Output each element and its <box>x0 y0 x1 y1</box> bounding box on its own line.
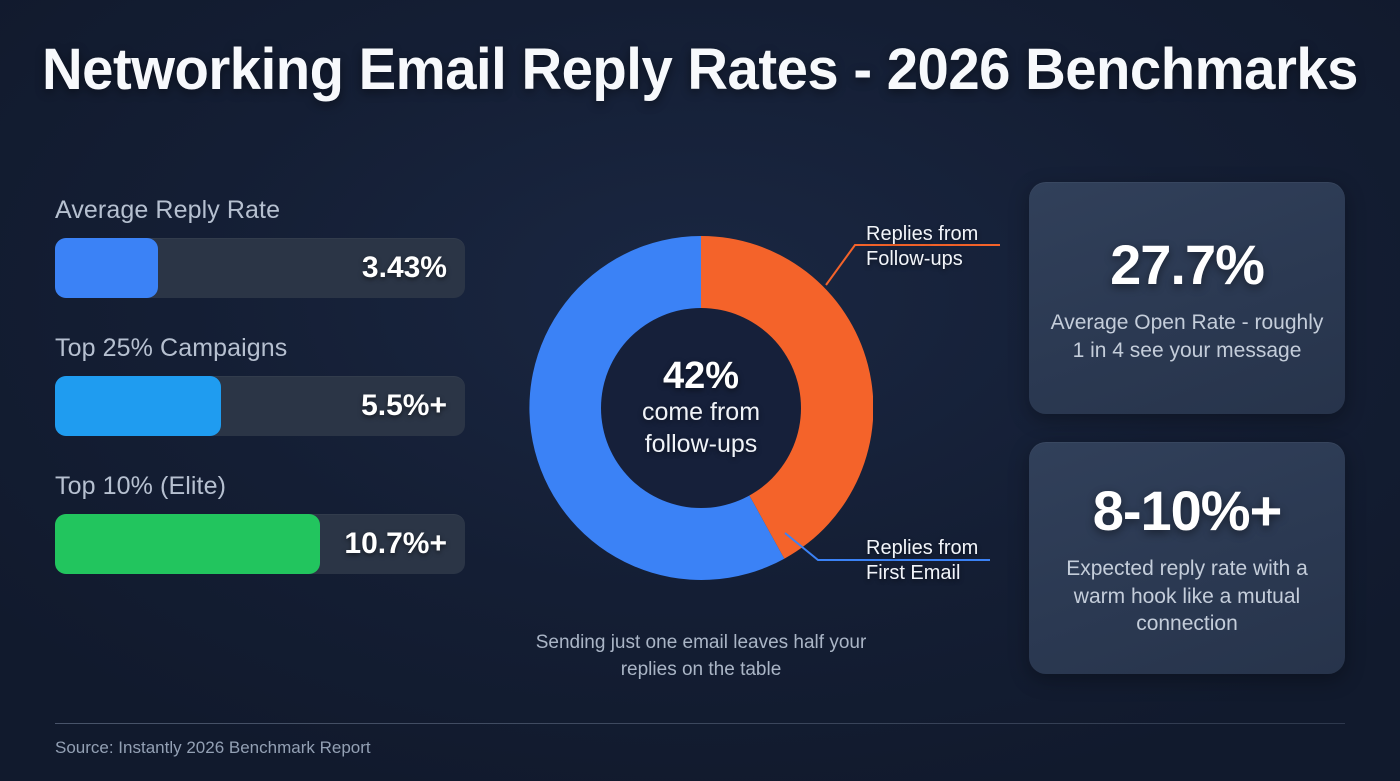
bar-label: Average Reply Rate <box>55 196 281 224</box>
stat-card-description: Average Open Rate - roughly 1 in 4 see y… <box>1050 310 1324 362</box>
donut-callout-first-email: Replies from First Email <box>866 537 979 585</box>
bar-fill <box>55 514 320 574</box>
follow-up-donut-chart: 42% come from follow-ups <box>529 235 874 580</box>
reply-rate-bar-chart: Average Reply Rate 3.43% Top 25% Campaig… <box>55 196 465 610</box>
stat-card-open-rate: 27.7% Average Open Rate - roughly 1 in 4… <box>1029 182 1345 414</box>
stat-card-warm-hook-reply-rate: 8-10%+ Expected reply rate with a warm h… <box>1029 442 1345 674</box>
bar-value: 10.7%+ <box>344 527 447 560</box>
bar-row-top-10-elite: Top 10% (Elite) 10.7%+ <box>55 472 465 574</box>
stat-card-value: 8-10%+ <box>1092 478 1283 542</box>
bar-fill <box>55 238 158 298</box>
page-title: Networking Email Reply Rates - 2026 Benc… <box>42 37 1358 102</box>
bar-label: Top 10% (Elite) <box>55 472 227 500</box>
bar-value: 3.43% <box>361 251 447 284</box>
donut-callout-follow-ups: Replies from Follow-ups <box>866 223 979 271</box>
stat-card-value: 27.7% <box>1110 232 1265 296</box>
footer-divider <box>55 723 1345 724</box>
bar-track: 3.43% <box>55 238 465 298</box>
bar-row-top-25-campaigns: Top 25% Campaigns 5.5%+ <box>55 334 465 436</box>
bar-label: Top 25% Campaigns <box>55 334 288 362</box>
stat-card-description: Expected reply rate with a warm hook lik… <box>1066 556 1308 636</box>
donut-caption: Sending just one email leaves half your … <box>535 632 867 680</box>
bar-value: 5.5%+ <box>361 389 447 422</box>
donut-svg <box>529 235 874 580</box>
bar-fill <box>55 376 222 436</box>
bar-row-average-reply-rate: Average Reply Rate 3.43% <box>55 196 465 298</box>
bar-track: 10.7%+ <box>55 514 465 574</box>
donut-hole <box>601 308 801 508</box>
bar-track: 5.5%+ <box>55 376 465 436</box>
source-attribution: Source: Instantly 2026 Benchmark Report <box>55 738 371 757</box>
